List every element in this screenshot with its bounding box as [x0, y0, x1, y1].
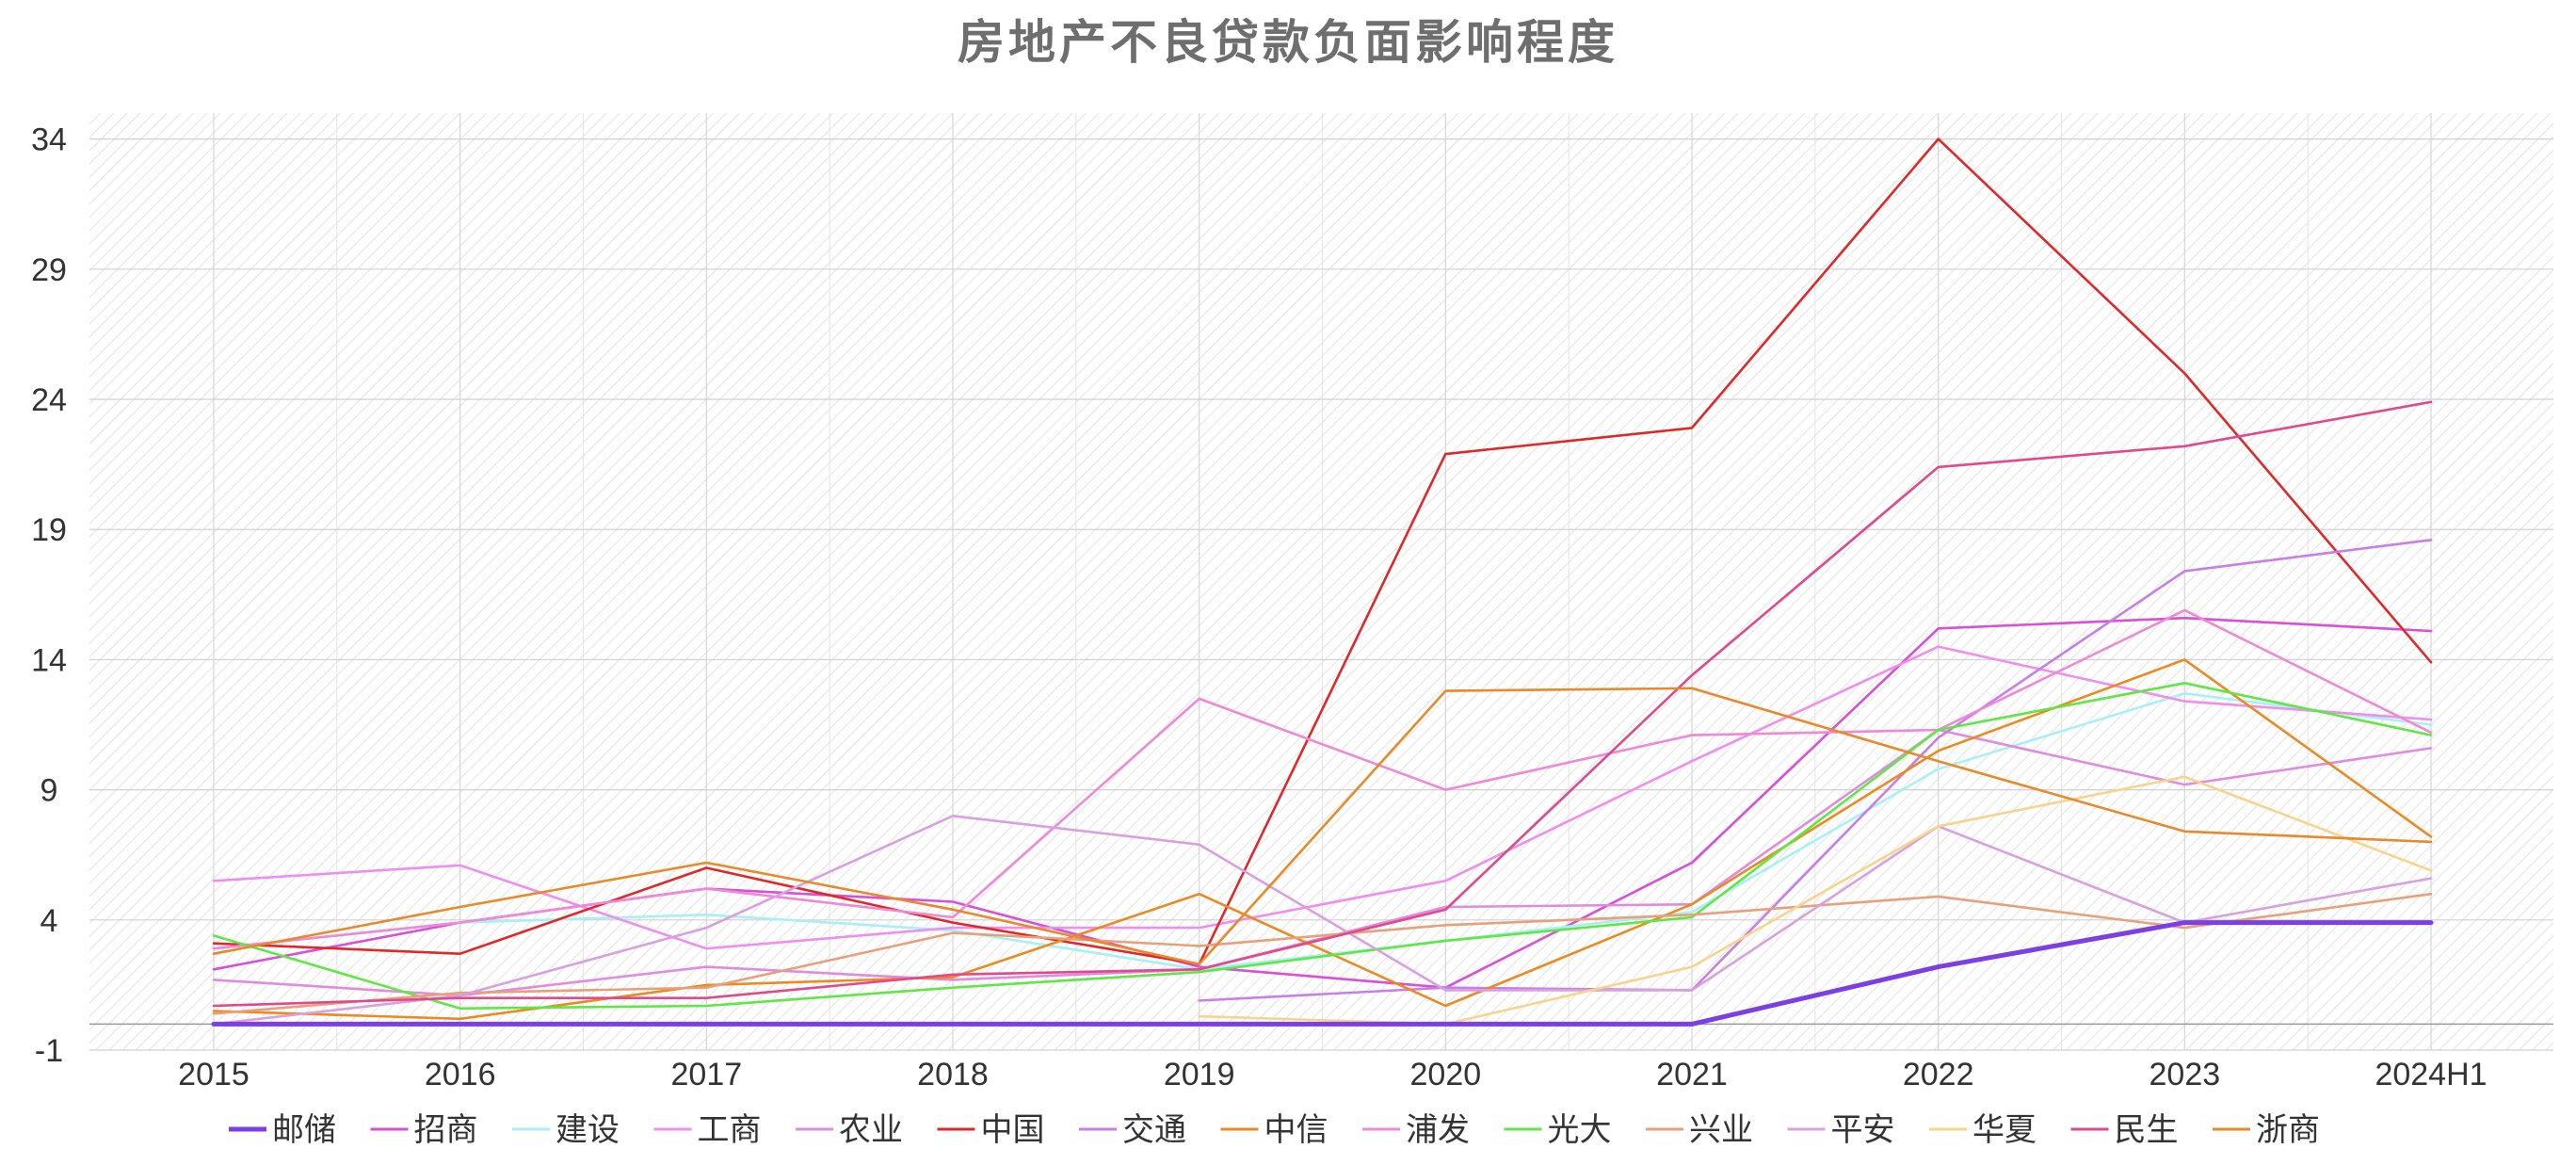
series-line-兴业	[212, 892, 2433, 1015]
legend-item[interactable]: 平安	[1787, 1111, 1895, 1149]
x-tick-label: 2015	[178, 1057, 250, 1092]
series-line-农业	[212, 728, 2433, 997]
x-tick-label: 2020	[1410, 1057, 1482, 1092]
legend-label: 光大	[1548, 1111, 1612, 1149]
x-tick-label: 2017	[671, 1057, 743, 1092]
x-tick-label: 2022	[1903, 1057, 1974, 1092]
legend-label: 民生	[2115, 1111, 2179, 1149]
legend-label: 招商	[414, 1111, 478, 1149]
axis-labels: -1 4 9 14 19 24 29 34 2015 2016 2017 2018 2019 2020 20…	[31, 122, 2487, 1092]
legend-label: 华夏	[1972, 1111, 2037, 1149]
legend[interactable]: 邮储 招商 建设 工商 农业 中国 交通 中信 浦发 光大 兴业 平安 华夏 民生 浙商	[229, 1111, 2320, 1149]
x-tick-label: 2019	[1164, 1057, 1235, 1092]
legend-label: 中国	[981, 1111, 1045, 1149]
gridlines	[89, 113, 2553, 1051]
x-tick-label: 2023	[2149, 1057, 2221, 1092]
x-tick-label: 2016	[425, 1057, 496, 1092]
series-line-中国	[212, 138, 2433, 966]
series-line-邮储	[211, 920, 2434, 1027]
y-tick-label: 29	[31, 252, 67, 288]
legend-label: 浦发	[1406, 1111, 1470, 1149]
legend-item[interactable]: 兴业	[1646, 1111, 1753, 1149]
y-tick-label: 34	[31, 122, 67, 158]
legend-label: 浙商	[2256, 1111, 2320, 1149]
y-tick-label: 24	[31, 382, 67, 418]
legend-item[interactable]: 邮储	[229, 1111, 336, 1149]
series-line-工商	[212, 645, 2433, 950]
x-tick-label: 2024H1	[2375, 1057, 2487, 1092]
legend-item[interactable]: 招商	[370, 1111, 478, 1149]
x-tick-label: 2018	[917, 1057, 989, 1092]
legend-label: 工商	[698, 1111, 762, 1149]
legend-item[interactable]: 光大	[1504, 1111, 1612, 1149]
legend-label: 交通	[1122, 1111, 1186, 1149]
y-tick-label: 19	[31, 512, 67, 548]
y-tick-label: 9	[40, 773, 58, 809]
plot-area	[89, 113, 2553, 1050]
legend-item[interactable]: 中信	[1220, 1111, 1328, 1149]
legend-item[interactable]: 建设	[512, 1111, 620, 1149]
series-line-中信	[212, 658, 2433, 1021]
legend-item[interactable]: 农业	[796, 1111, 903, 1149]
legend-item[interactable]: 浙商	[2213, 1111, 2320, 1149]
series-line-建设	[212, 692, 2433, 971]
legend-label: 兴业	[1689, 1111, 1753, 1149]
series-line-民生	[212, 400, 2433, 1008]
legend-label: 中信	[1264, 1111, 1328, 1149]
chart-title: 房地产不良贷款负面影响程度	[958, 14, 1618, 70]
legend-label: 建设	[555, 1111, 620, 1149]
legend-item[interactable]: 民生	[2070, 1111, 2179, 1149]
x-tick-label: 2021	[1656, 1057, 1728, 1092]
y-tick-label: -1	[35, 1033, 63, 1069]
legend-label: 邮储	[272, 1111, 336, 1149]
series-lines	[211, 138, 2434, 1027]
series-line-光大	[212, 682, 2433, 1011]
series-line-浙商	[212, 687, 2433, 966]
legend-label: 农业	[839, 1111, 903, 1149]
legend-item[interactable]: 华夏	[1929, 1111, 2037, 1149]
series-line-平安	[212, 815, 2433, 1026]
series-line-浦发	[212, 608, 2433, 950]
legend-label: 平安	[1831, 1111, 1895, 1149]
legend-item[interactable]: 交通	[1079, 1111, 1186, 1149]
y-tick-label: 4	[40, 903, 58, 939]
y-tick-label: 14	[31, 642, 67, 678]
legend-item[interactable]: 工商	[653, 1111, 762, 1149]
legend-item[interactable]: 中国	[937, 1111, 1045, 1149]
legend-item[interactable]: 浦发	[1362, 1111, 1470, 1149]
series-line-交通	[1198, 539, 2433, 1002]
